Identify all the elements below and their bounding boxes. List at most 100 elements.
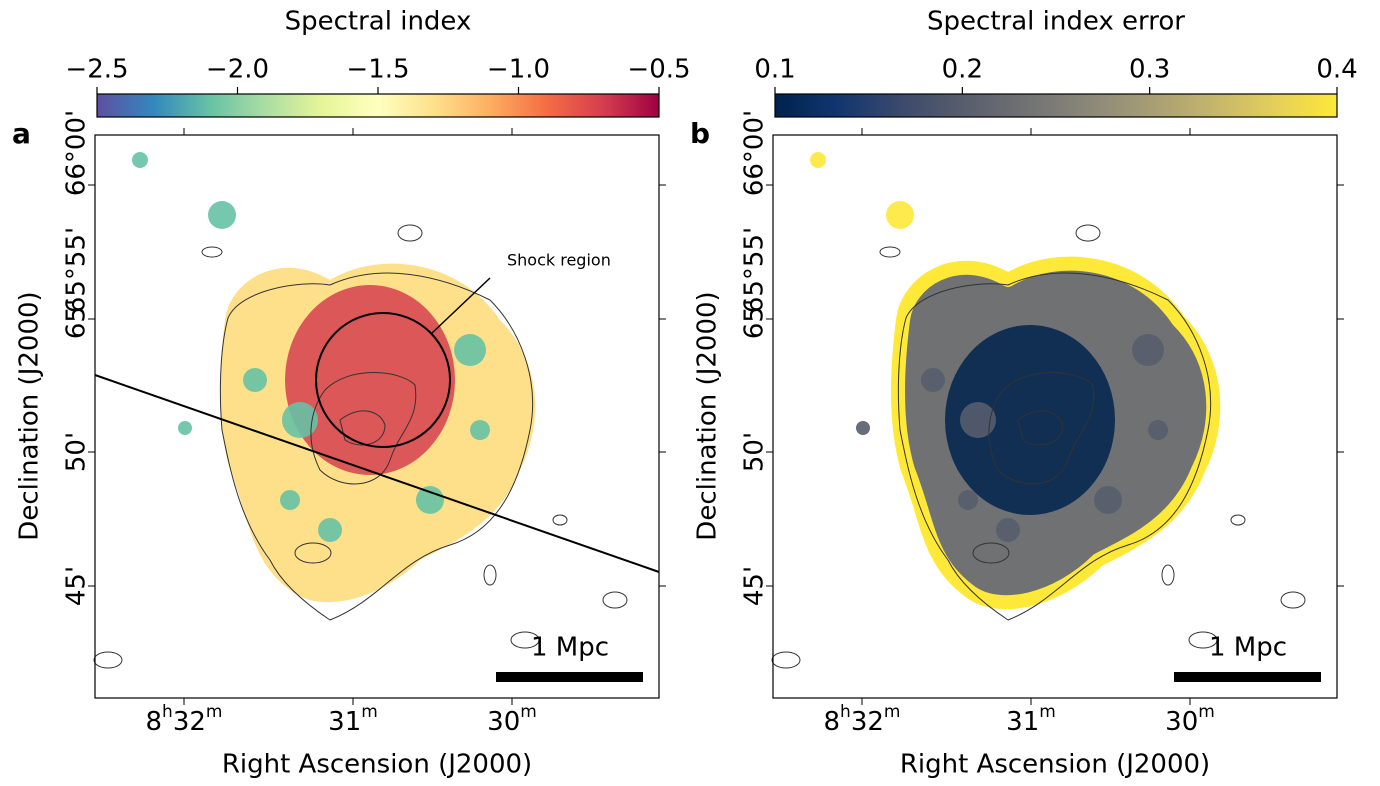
x-tick-label-part: h	[840, 702, 851, 722]
contour	[988, 372, 1095, 485]
colorbar-tick-label: −0.5	[627, 55, 690, 85]
x-tick-label-part: 30	[487, 707, 520, 737]
colorbar	[774, 93, 1338, 118]
y-tick-label: 50'	[62, 432, 92, 472]
colorbar-tick-label: −1.5	[346, 55, 409, 85]
contour	[1230, 514, 1246, 526]
annotation-pointer	[431, 277, 491, 334]
y-axis-label: Declination (J2000)	[693, 291, 723, 540]
contour	[972, 542, 1010, 564]
annotation: Shock region	[507, 251, 611, 270]
x-tick-label: 8h32m	[824, 702, 901, 737]
contour	[201, 246, 223, 258]
contour	[879, 246, 901, 258]
colorbar-tick-label: −1.0	[487, 55, 550, 85]
emission-spot	[416, 486, 444, 514]
plot-frame	[772, 134, 1338, 699]
x-tick-label-part: 32	[173, 707, 206, 737]
x-tick-label-part: m	[884, 702, 901, 722]
shock-axis	[94, 374, 660, 573]
emission-spot	[132, 152, 148, 168]
contour	[219, 272, 534, 621]
contour	[1280, 591, 1306, 609]
colorbar-tick-label: 0.3	[1129, 55, 1170, 85]
emission-spot	[243, 368, 267, 392]
contour	[1188, 631, 1218, 649]
x-axis-label: Right Ascension (J2000)	[900, 750, 1210, 780]
colorbar-tick-label: −2.5	[65, 55, 128, 85]
colorbar-label: Spectral index	[285, 7, 472, 37]
scale-bar	[496, 672, 643, 682]
colorbar	[96, 93, 660, 118]
x-tick-label: 31m	[328, 702, 378, 737]
emission-spot	[886, 201, 914, 229]
x-tick-label: 30m	[487, 702, 537, 737]
x-tick-label-part: m	[206, 702, 223, 722]
x-tick-label-part: m	[1198, 702, 1215, 722]
emission-spot	[1132, 334, 1164, 366]
emission-spot	[280, 490, 300, 510]
scale-bar-label: 1 Mpc	[1209, 633, 1287, 663]
x-axis-label: Right Ascension (J2000)	[222, 750, 532, 780]
colorbar-tick-label: 0.1	[754, 55, 795, 85]
colorbar-tick-label: 0.4	[1316, 55, 1357, 85]
contour	[310, 372, 417, 485]
scale-bar-label: 1 Mpc	[531, 633, 609, 663]
emission-spot	[470, 420, 490, 440]
shock-circle	[315, 312, 451, 448]
emission-spot	[454, 334, 486, 366]
emission-spot	[1094, 486, 1122, 514]
x-tick-label-part: 8	[146, 707, 163, 737]
emission-spot	[810, 152, 826, 168]
contour	[339, 410, 386, 446]
x-tick-label: 8h32m	[146, 702, 223, 737]
x-tick-label-part: m	[361, 702, 378, 722]
colorbar-tick-label: −2.0	[206, 55, 269, 85]
panel-letter: a	[12, 117, 31, 150]
contour	[294, 542, 332, 564]
y-tick-label: 50'	[740, 432, 770, 472]
x-tick-label-part: 8	[824, 707, 841, 737]
emission-spot	[856, 421, 870, 435]
plot-frame	[94, 134, 660, 699]
emission-spot	[960, 402, 996, 438]
x-tick-label-part: 30	[1165, 707, 1198, 737]
y-tick-label: 45'	[740, 566, 770, 606]
x-tick-label-part: m	[520, 702, 537, 722]
y-axis-label: Declination (J2000)	[15, 291, 45, 540]
contour	[510, 631, 540, 649]
emission-spot	[996, 518, 1020, 542]
y-tick-label: 65'	[740, 299, 770, 339]
x-tick-label-part: 32	[851, 707, 884, 737]
contour	[602, 591, 628, 609]
contour	[397, 224, 423, 242]
x-tick-label-part: 31	[328, 707, 361, 737]
y-tick-label: 66°00'	[62, 110, 92, 196]
contour	[483, 564, 497, 586]
emission-core	[285, 285, 455, 475]
panel-letter: b	[690, 117, 710, 150]
colorbar-label: Spectral index error	[927, 7, 1185, 37]
contour	[93, 651, 123, 669]
x-tick-label: 30m	[1165, 702, 1215, 737]
x-tick-label-part: m	[1039, 702, 1056, 722]
contour	[1017, 410, 1064, 446]
contour	[1161, 564, 1175, 586]
y-tick-label: 65'	[62, 299, 92, 339]
y-tick-label: 45'	[62, 566, 92, 606]
y-tick-label: 65°55'	[740, 227, 770, 313]
contour	[1075, 224, 1101, 242]
panel: Spectral index −2.5 −2.0 −1.5 −1.0 −0.5 Shock …	[12, 7, 691, 780]
colorbar-tick-label: 0.2	[942, 55, 983, 85]
emission-spot	[1148, 420, 1168, 440]
emission-core	[945, 325, 1115, 515]
contour	[897, 272, 1212, 621]
y-tick-label: 66°00'	[740, 110, 770, 196]
emission-spot	[318, 518, 342, 542]
emission-spot	[282, 402, 318, 438]
y-tick-label: 65°55'	[62, 227, 92, 313]
emission-spot	[208, 201, 236, 229]
emission-spot	[921, 368, 945, 392]
